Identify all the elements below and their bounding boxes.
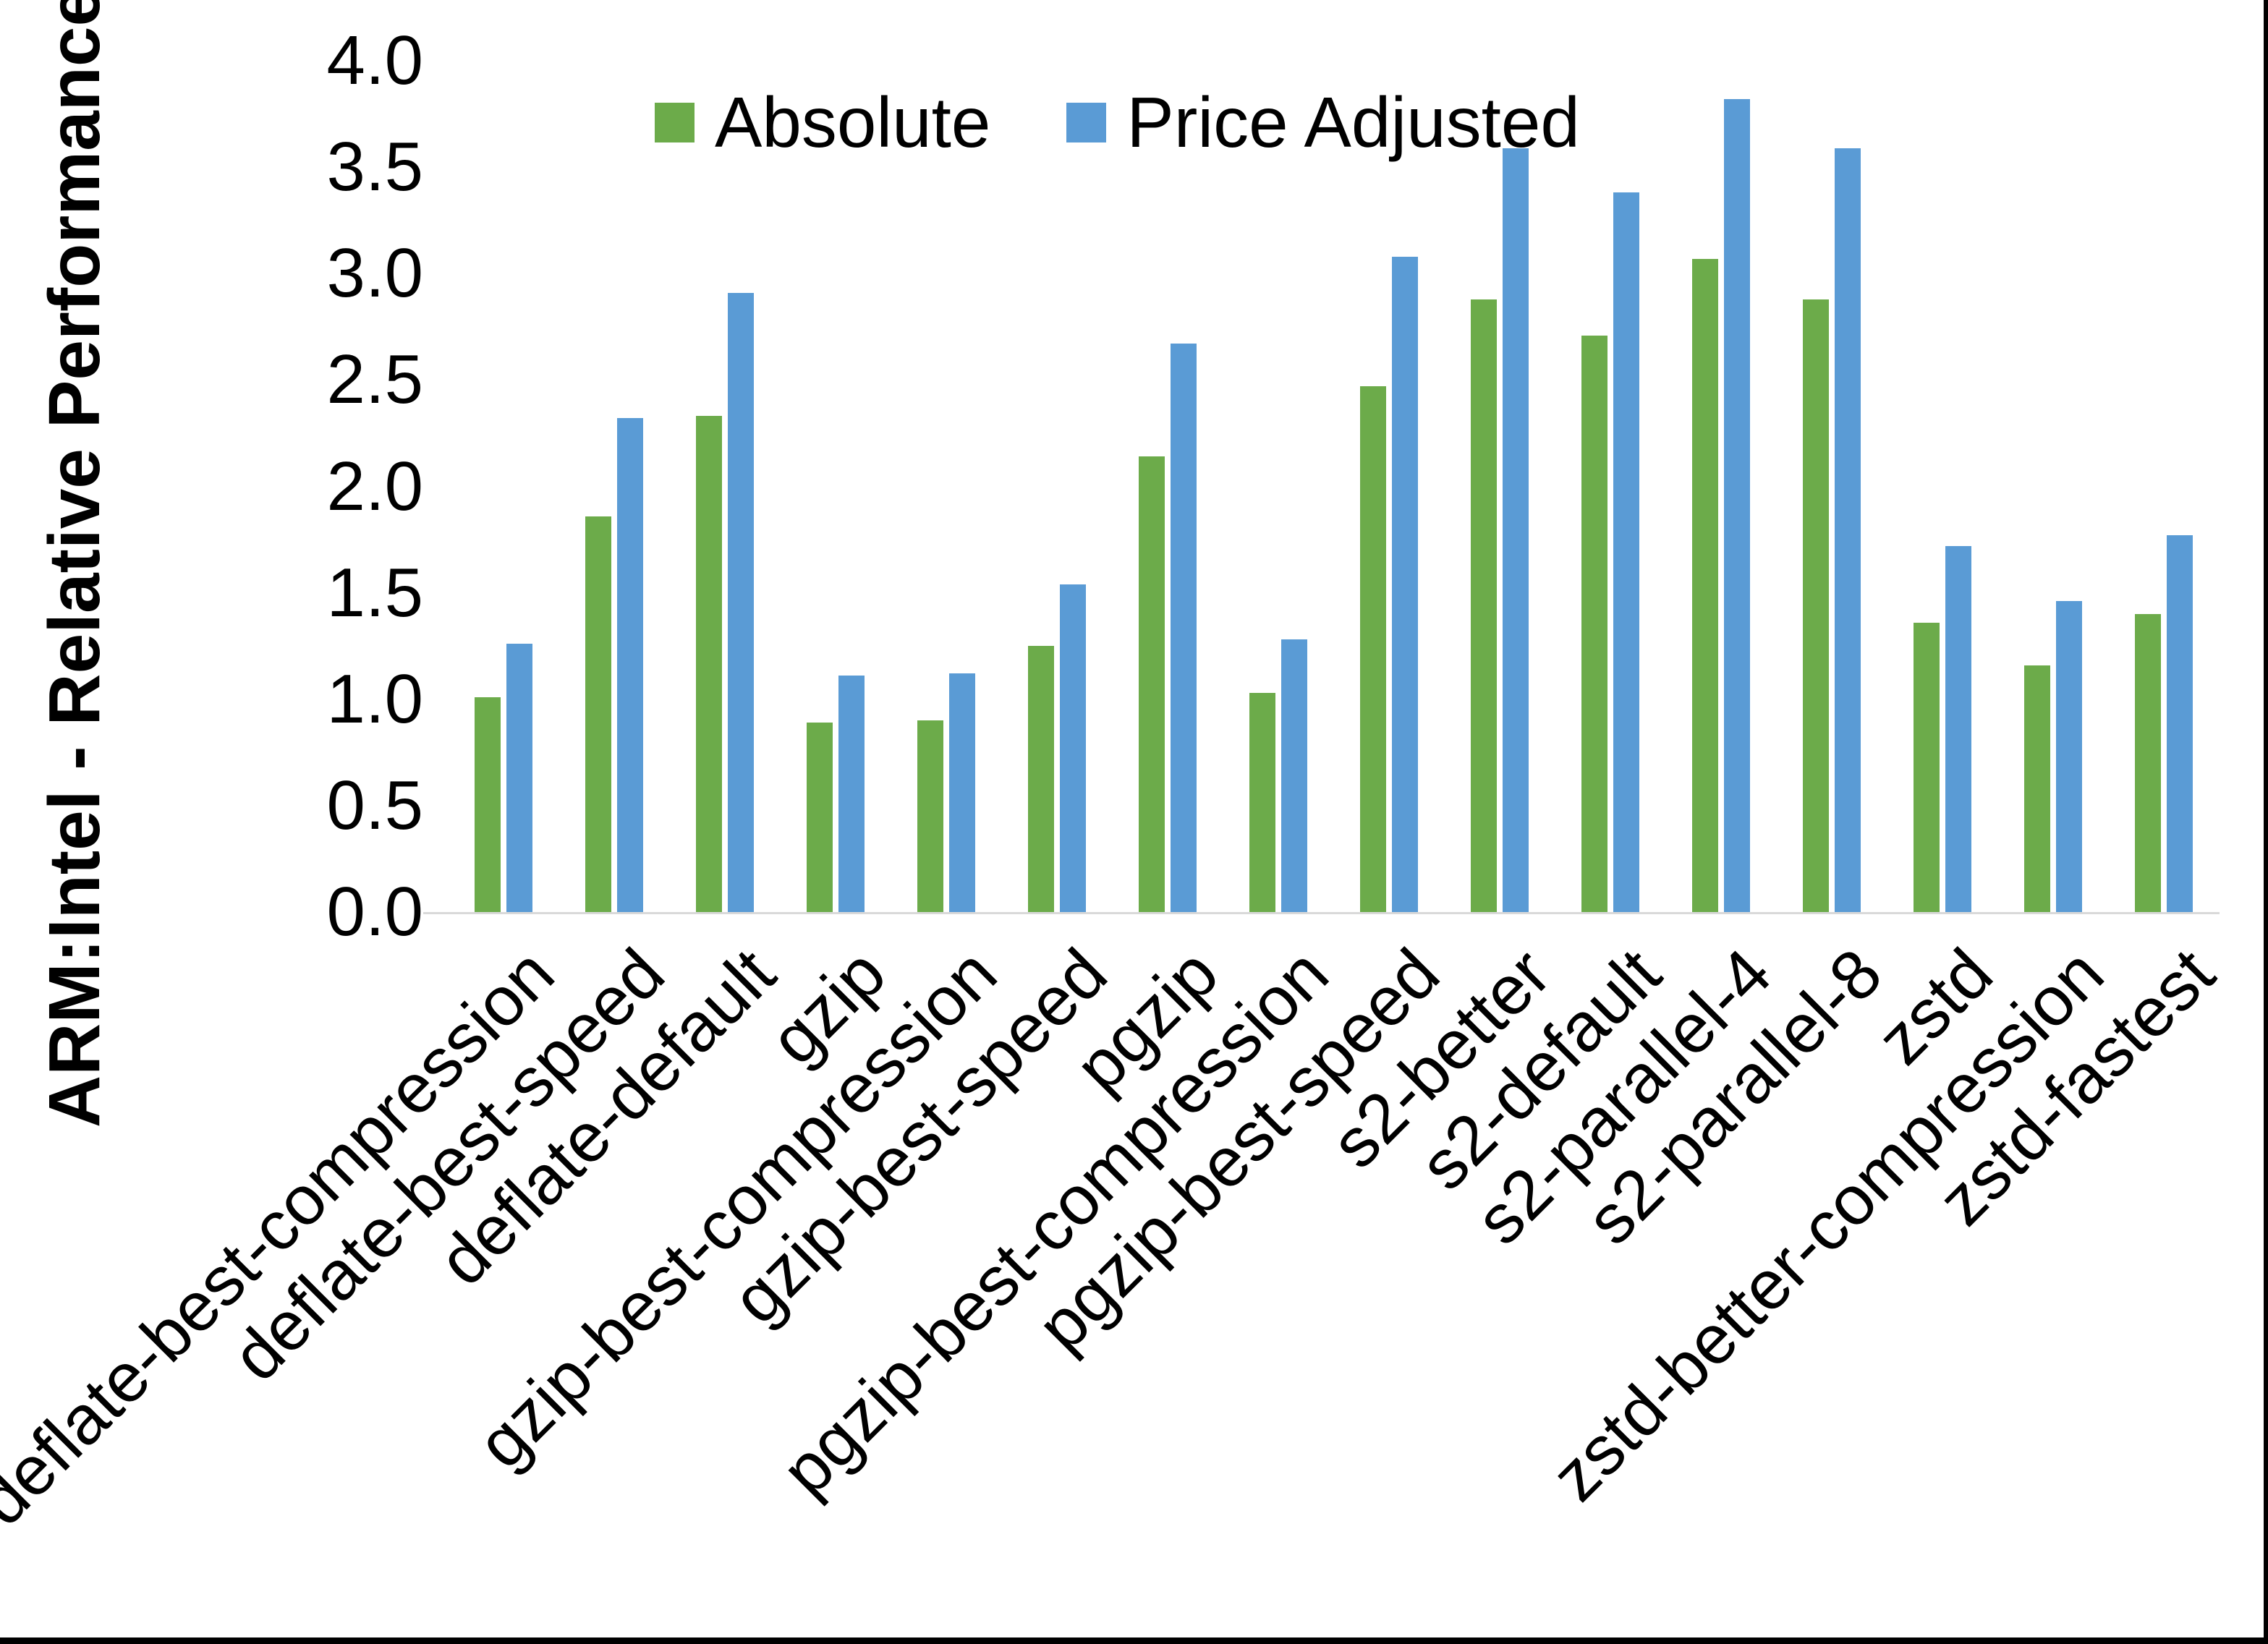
bar-absolute-pgzip-best-speed [1360, 386, 1386, 912]
category-slot-zstd-better-compression [1998, 61, 2109, 912]
bar-price-adjusted-s2-parallel-4 [1724, 98, 1750, 912]
bar-absolute-zstd-better-compression [2024, 665, 2050, 912]
plot-area [449, 61, 2220, 912]
bar-absolute-pgzip-best-compression [1249, 692, 1275, 912]
bar-price-adjusted-s2-default [1613, 192, 1639, 912]
y-tick-label: 1.0 [326, 660, 423, 738]
bar-absolute-deflate-default [696, 416, 722, 912]
window-border-bottom [0, 1637, 2268, 1644]
bar-absolute-deflate-best-speed [585, 516, 611, 912]
bar-price-adjusted-deflate-best-compression [506, 644, 532, 912]
category-slot-zstd [1887, 61, 1998, 912]
bar-price-adjusted-pgzip-best-compression [1281, 639, 1307, 912]
bar-price-adjusted-s2-parallel-8 [1835, 148, 1861, 912]
bar-absolute-gzip-best-compression [917, 720, 943, 912]
y-tick-label: 2.0 [326, 447, 423, 525]
category-slot-s2-parallel-4 [1666, 61, 1777, 912]
window-border-right [2264, 0, 2268, 1644]
category-slot-zstd-fastest [2109, 61, 2220, 912]
y-tick-label: 3.0 [326, 234, 423, 312]
bar-price-adjusted-deflate-best-speed [617, 418, 643, 912]
bar-absolute-zstd [1914, 622, 1940, 912]
y-tick-label: 3.5 [326, 128, 423, 206]
category-slot-gzip-best-speed [1002, 61, 1113, 912]
bar-price-adjusted-gzip [838, 676, 865, 912]
bar-price-adjusted-gzip-best-speed [1060, 584, 1086, 912]
x-axis-line [423, 912, 2220, 914]
bar-price-adjusted-pgzip [1171, 344, 1197, 912]
price-adjusted-series-swatch-icon [1066, 102, 1107, 142]
legend-entry-price-adjusted: Price Adjusted [1066, 82, 1580, 162]
category-slot-s2-default [1555, 61, 1666, 912]
bar-absolute-s2-parallel-4 [1692, 258, 1718, 912]
bar-price-adjusted-zstd-better-compression [2056, 601, 2082, 912]
bar-absolute-s2-better [1471, 299, 1497, 912]
bar-price-adjusted-s2-better [1503, 148, 1529, 912]
bar-absolute-pgzip [1139, 456, 1165, 912]
bar-absolute-zstd-fastest [2135, 614, 2161, 912]
bar-price-adjusted-zstd [1945, 545, 1971, 912]
category-slot-pgzip-best-compression [1223, 61, 1334, 912]
bar-absolute-s2-parallel-8 [1803, 299, 1829, 912]
legend: Absolute Price Adjusted [655, 87, 1580, 158]
category-slot-deflate-best-compression [449, 61, 559, 912]
bar-absolute-gzip [807, 723, 833, 912]
bar-absolute-s2-default [1581, 335, 1607, 912]
legend-label-price-adjusted: Price Adjusted [1126, 82, 1580, 162]
category-slot-deflate-best-speed [559, 61, 670, 912]
legend-entry-absolute: Absolute [655, 87, 990, 158]
bar-price-adjusted-gzip-best-compression [949, 673, 975, 912]
y-tick-label: 0.0 [326, 873, 423, 950]
legend-label-absolute: Absolute [715, 82, 991, 162]
category-slot-pgzip [1113, 61, 1223, 912]
category-slot-s2-parallel-8 [1777, 61, 1887, 912]
y-tick-label: 4.0 [326, 22, 423, 99]
bar-price-adjusted-deflate-default [728, 292, 754, 912]
category-slot-s2-better [1445, 61, 1555, 912]
category-slot-gzip [781, 61, 891, 912]
bar-absolute-gzip-best-speed [1028, 646, 1054, 912]
absolute-series-swatch-icon [655, 102, 695, 142]
bar-price-adjusted-pgzip-best-speed [1392, 256, 1418, 912]
category-slot-deflate-default [670, 61, 781, 912]
bar-price-adjusted-zstd-fastest [2167, 535, 2193, 912]
y-tick-label: 2.5 [326, 341, 423, 419]
y-tick-label: 1.5 [326, 553, 423, 631]
bar-absolute-deflate-best-compression [475, 697, 501, 912]
category-slot-gzip-best-compression [891, 61, 1002, 912]
y-tick-label: 0.5 [326, 766, 423, 844]
category-slot-pgzip-best-speed [1334, 61, 1445, 912]
